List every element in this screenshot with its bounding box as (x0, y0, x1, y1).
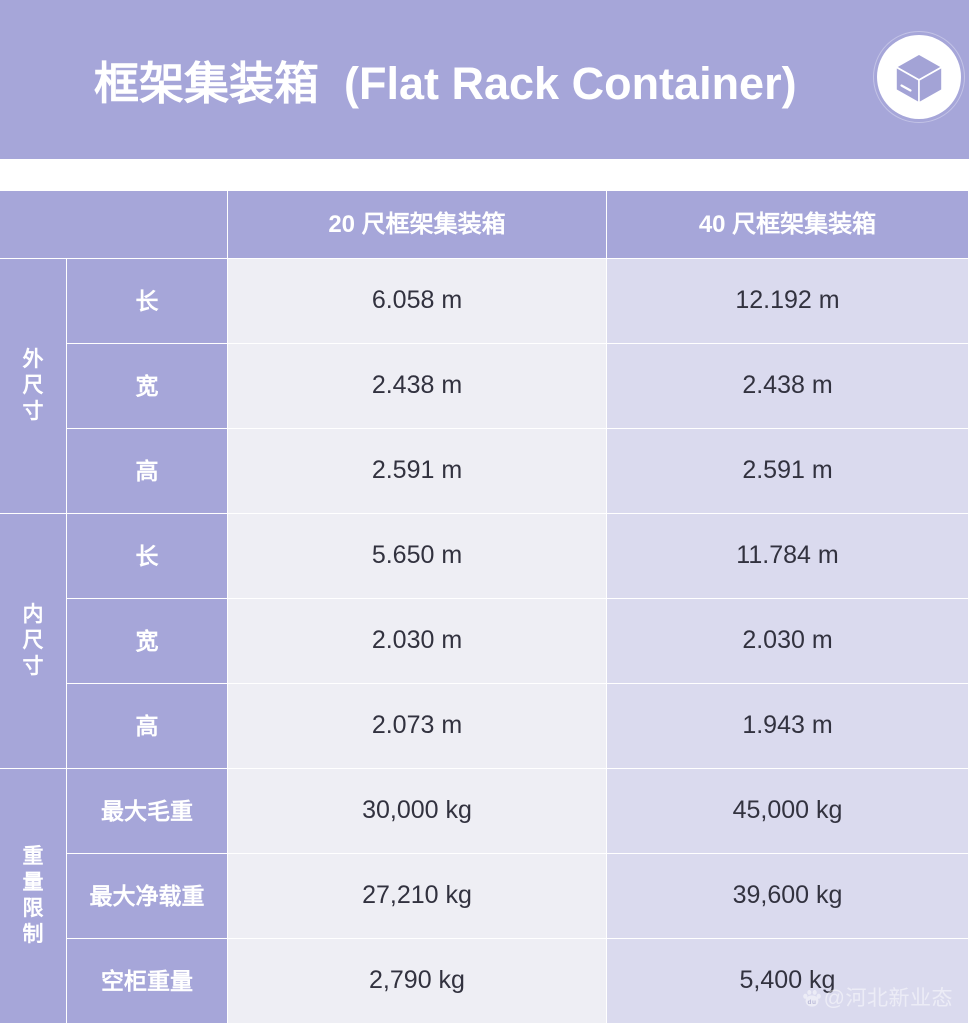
svg-text:du: du (807, 999, 816, 1006)
